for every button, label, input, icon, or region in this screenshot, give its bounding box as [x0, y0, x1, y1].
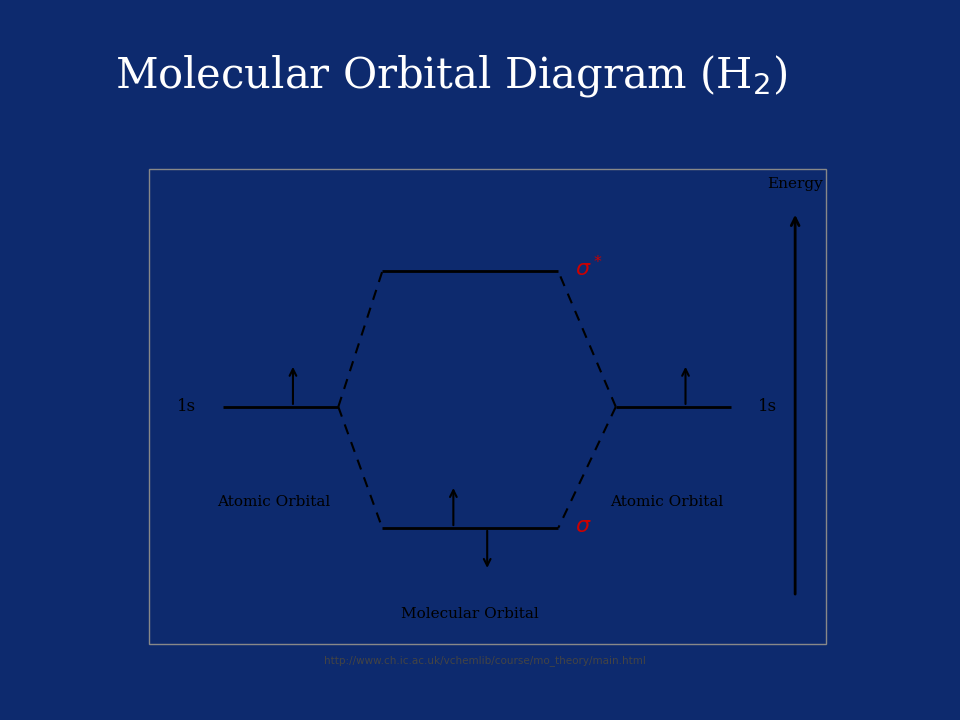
Text: $\sigma^*$: $\sigma^*$	[575, 256, 603, 282]
Text: 1s: 1s	[177, 398, 196, 415]
Text: http://www.ch.ic.ac.uk/vchemlib/course/mo_theory/main.html: http://www.ch.ic.ac.uk/vchemlib/course/m…	[324, 655, 646, 667]
Text: $\sigma$: $\sigma$	[575, 515, 592, 536]
Text: Molecular Orbital: Molecular Orbital	[401, 606, 540, 621]
Text: 1s: 1s	[758, 398, 777, 415]
Text: Energy: Energy	[767, 176, 823, 191]
Text: Atomic Orbital: Atomic Orbital	[217, 495, 330, 509]
Text: Molecular Orbital Diagram (H$_2$): Molecular Orbital Diagram (H$_2$)	[115, 53, 787, 99]
Text: Atomic Orbital: Atomic Orbital	[610, 495, 723, 509]
